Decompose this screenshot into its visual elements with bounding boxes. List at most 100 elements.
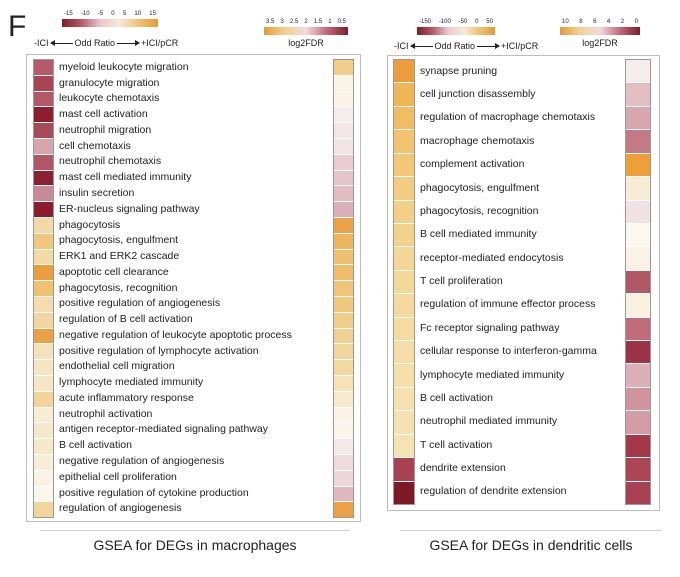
odds-ratio-cell bbox=[394, 364, 414, 388]
fdr-cell bbox=[626, 341, 650, 365]
odds-ratio-title: Odd Ratio bbox=[74, 38, 116, 48]
odds-ratio-cell bbox=[394, 294, 414, 318]
fdr-cell bbox=[334, 107, 353, 124]
legend-tick-label: 3.5 bbox=[266, 19, 275, 25]
fdr-cell bbox=[626, 411, 650, 435]
odds-ratio-cell bbox=[34, 123, 53, 139]
odds-ratio-cell bbox=[34, 502, 53, 518]
term-label: lymphocyte mediated immunity bbox=[59, 376, 204, 389]
odds-ratio-cell bbox=[394, 270, 414, 295]
legend-tick-label: 0 bbox=[111, 11, 115, 17]
fdr-cell bbox=[334, 375, 353, 392]
term-label: neutrophil migration bbox=[59, 123, 152, 136]
odds-ratio-strip-macrophage bbox=[33, 59, 54, 518]
fdr-cell bbox=[334, 138, 353, 155]
legend-tick-label: -150 bbox=[419, 19, 432, 25]
fdr-legend-title: log2FDR bbox=[582, 38, 618, 48]
legend-tick-label: 8 bbox=[579, 19, 583, 25]
term-label: T cell proliferation bbox=[420, 275, 503, 288]
legend-tick-label: 6 bbox=[593, 19, 597, 25]
legend-tick-label: -15 bbox=[64, 11, 73, 17]
term-label: lymphocyte mediated immunity bbox=[420, 368, 565, 381]
fdr-color-bar bbox=[264, 27, 348, 35]
fdr-cell bbox=[334, 249, 353, 266]
fdr-cell bbox=[334, 154, 353, 171]
fdr-cell bbox=[334, 281, 353, 297]
legend-tick-label: 0 bbox=[634, 19, 638, 25]
fdr-legend-dendritic: 10 8 6 4 2 0 log2FDR bbox=[560, 18, 640, 58]
odds-ratio-cell bbox=[34, 186, 53, 203]
term-label: regulation of angiogenesis bbox=[59, 502, 182, 515]
term-label: B cell activation bbox=[420, 391, 493, 404]
term-label: receptor-mediated endocytosis bbox=[420, 251, 564, 264]
odds-ratio-cell bbox=[34, 107, 53, 124]
legend-tick-label: -100 bbox=[438, 19, 451, 25]
term-label: negative regulation of leukocyte apoptot… bbox=[59, 328, 292, 341]
fdr-cell bbox=[334, 502, 353, 518]
fdr-cell bbox=[334, 423, 353, 440]
fdr-cell bbox=[334, 170, 353, 187]
odds-ratio-cell bbox=[34, 423, 53, 440]
odds-ratio-cell bbox=[394, 200, 414, 224]
legend-tick-label: 1.5 bbox=[313, 19, 323, 25]
odds-ratio-cell bbox=[34, 296, 53, 313]
odds-ratio-cell bbox=[394, 153, 414, 178]
term-label: neutrophil mediated immunity bbox=[420, 415, 558, 428]
fdr-cell bbox=[334, 60, 353, 76]
fdr-cell bbox=[626, 387, 650, 412]
odds-ratio-axis-dendritic: -ICI Odd Ratio +ICI/pCR bbox=[394, 41, 538, 51]
legend-tick-label: 3 bbox=[280, 19, 284, 25]
fdr-cell bbox=[334, 312, 353, 329]
term-label: epithelial cell proliferation bbox=[59, 470, 177, 483]
right-arrow-icon bbox=[117, 39, 141, 46]
term-label: ER-nucleus signaling pathway bbox=[59, 202, 200, 215]
odds-ratio-cell bbox=[34, 375, 53, 392]
odds-ratio-cell bbox=[34, 281, 53, 297]
term-label: phagocytosis bbox=[59, 218, 121, 231]
macrophage-caption: GSEA for DEGs in macrophages bbox=[93, 537, 297, 553]
fdr-cell bbox=[626, 317, 650, 342]
fdr-cell bbox=[626, 270, 650, 295]
term-label: endothelial cell migration bbox=[59, 360, 175, 373]
odds-ratio-cell bbox=[34, 170, 53, 187]
odds-ratio-cell bbox=[34, 265, 53, 282]
fdr-cell bbox=[334, 265, 353, 282]
odds-ratio-cell bbox=[394, 247, 414, 271]
odds-ratio-cell bbox=[394, 411, 414, 435]
odds-ratio-cell bbox=[394, 130, 414, 154]
legend-tick-label: 50 bbox=[486, 19, 493, 25]
fdr-cell bbox=[334, 233, 353, 250]
dendritic-chart-frame bbox=[387, 55, 660, 511]
odds-ratio-cell bbox=[34, 344, 53, 361]
legend-tick-label: 4 bbox=[606, 19, 611, 25]
odds-ratio-cell bbox=[34, 360, 53, 376]
legend-tick-label: 2 bbox=[304, 19, 308, 25]
odds-ratio-cell bbox=[34, 328, 53, 345]
fdr-cell bbox=[626, 106, 650, 131]
legend-tick-label: 0.5 bbox=[337, 19, 346, 25]
term-label: insulin secretion bbox=[59, 187, 135, 199]
term-label: cell chemotaxis bbox=[59, 139, 131, 152]
odds-ratio-cell bbox=[394, 341, 414, 365]
term-label: T cell activation bbox=[420, 438, 493, 451]
panel-letter: F bbox=[8, 10, 27, 43]
term-label: cell junction disassembly bbox=[420, 88, 536, 101]
legend-tick-label: 10 bbox=[134, 11, 142, 17]
fdr-cell bbox=[334, 186, 353, 203]
fdr-cell bbox=[626, 434, 650, 459]
term-label: myeloid leukocyte migration bbox=[59, 60, 189, 73]
term-label: positive regulation of angiogenesis bbox=[59, 297, 221, 310]
term-label: regulation of macrophage chemotaxis bbox=[420, 111, 596, 124]
fdr-cell bbox=[334, 217, 353, 234]
term-label: positive regulation of lymphocyte activa… bbox=[59, 344, 259, 357]
term-label: ERK1 and ERK2 cascade bbox=[59, 250, 180, 263]
macrophage-chart-frame bbox=[26, 54, 361, 522]
term-label: apoptotic cell clearance bbox=[59, 265, 169, 278]
term-label: phagocytosis, recognition bbox=[420, 204, 539, 217]
odds-ratio-axis-macrophage: -ICI Odd Ratio +ICI/pCR bbox=[34, 38, 178, 48]
odds-ratio-cell bbox=[394, 387, 414, 412]
term-label: granulocyte migration bbox=[59, 76, 160, 89]
fdr-cell bbox=[334, 454, 353, 471]
term-label: acute inflammatory response bbox=[59, 391, 194, 404]
fdr-strip-dendritic bbox=[625, 59, 651, 505]
